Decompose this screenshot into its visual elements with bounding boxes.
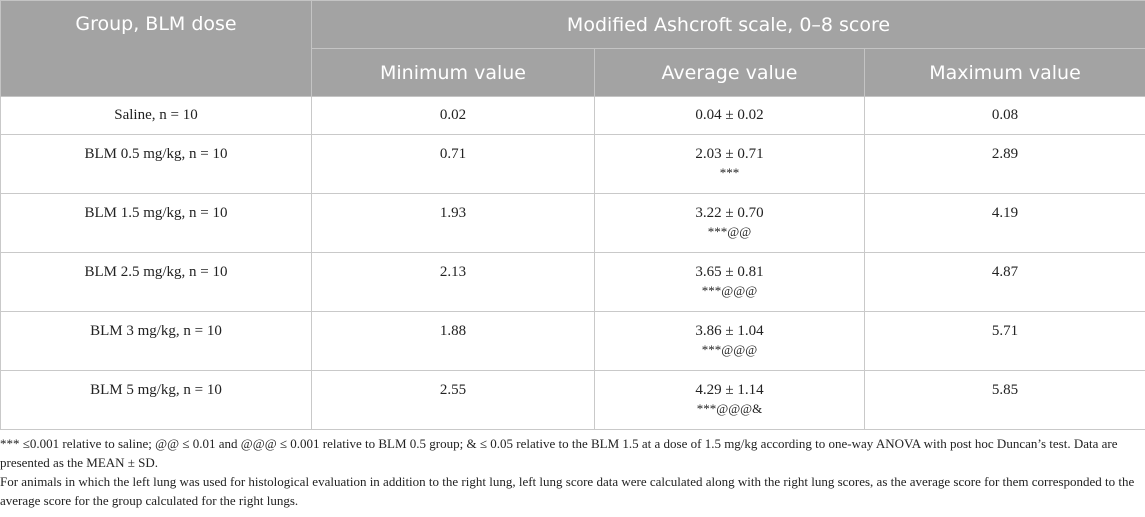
min-value: 2.13 (439, 264, 467, 280)
min-value: 0.02 (439, 107, 467, 123)
avg-cell: 3.22 ± 0.70 ***@@ (594, 193, 865, 253)
avg-cell: 4.29 ± 1.14 ***@@@& (594, 370, 865, 430)
avg-cell: 3.86 ± 1.04 ***@@@ (594, 311, 865, 371)
max-value: 0.08 (991, 107, 1019, 123)
header-group-dose: Group, BLM dose (0, 0, 312, 97)
avg-cell: 3.65 ± 0.81 ***@@@ (594, 252, 865, 312)
min-cell: 0.02 (311, 96, 595, 135)
group-label: BLM 2.5 mg/kg, n = 10 (84, 264, 228, 280)
max-value: 4.87 (991, 264, 1019, 280)
max-cell: 5.85 (863, 370, 1145, 430)
header-minimum-value: Minimum value (311, 48, 595, 97)
max-value: 5.71 (991, 323, 1019, 339)
significance-marker: ***@@@ (701, 283, 758, 298)
header-maximum-value: Maximum value (863, 48, 1145, 97)
min-value: 1.93 (439, 205, 467, 221)
avg-value: 3.86 ± 1.04 (695, 323, 764, 339)
min-cell: 1.88 (311, 311, 595, 371)
significance-marker: *** (719, 165, 740, 180)
avg-cell: 0.04 ± 0.02 (594, 96, 865, 135)
min-cell: 1.93 (311, 193, 595, 253)
avg-value: 3.65 ± 0.81 (695, 264, 764, 280)
min-value: 1.88 (439, 323, 467, 339)
min-value: 2.55 (439, 382, 467, 398)
max-cell: 4.19 (863, 193, 1145, 253)
group-label: BLM 3 mg/kg, n = 10 (90, 323, 222, 339)
footnote-statistics: *** ≤0.001 relative to saline; @@ ≤ 0.01… (0, 436, 1118, 470)
group-label: Saline, n = 10 (114, 107, 198, 123)
max-cell: 5.71 (863, 311, 1145, 371)
avg-value: 2.03 ± 0.71 (695, 146, 764, 162)
group-cell: BLM 3 mg/kg, n = 10 (0, 311, 312, 371)
avg-value: 0.04 ± 0.02 (695, 107, 764, 123)
max-value: 4.19 (991, 205, 1019, 221)
table-row: BLM 1.5 mg/kg, n = 10 1.93 3.22 ± 0.70 **… (0, 193, 1145, 253)
footnote-left-lung: For animals in which the left lung was u… (0, 474, 1135, 508)
group-cell: BLM 2.5 mg/kg, n = 10 (0, 252, 312, 312)
header-average-value: Average value (594, 48, 865, 97)
ashcroft-score-table: Group, BLM dose Modified Ashcroft scale,… (0, 0, 1145, 430)
group-label: BLM 1.5 mg/kg, n = 10 (84, 205, 228, 221)
min-cell: 2.13 (311, 252, 595, 312)
group-cell: BLM 5 mg/kg, n = 10 (0, 370, 312, 430)
avg-cell: 2.03 ± 0.71 *** (594, 134, 865, 194)
max-cell: 2.89 (863, 134, 1145, 194)
significance-marker: ***@@@& (696, 401, 763, 416)
group-cell: BLM 0.5 mg/kg, n = 10 (0, 134, 312, 194)
avg-value: 3.22 ± 0.70 (695, 205, 764, 221)
table-footnotes: *** ≤0.001 relative to saline; @@ ≤ 0.01… (0, 434, 1140, 510)
table-row: BLM 5 mg/kg, n = 10 2.55 4.29 ± 1.14 ***@… (0, 370, 1145, 430)
min-cell: 2.55 (311, 370, 595, 430)
min-value: 0.71 (439, 146, 467, 162)
max-cell: 0.08 (863, 96, 1145, 135)
max-value: 5.85 (991, 382, 1019, 398)
table-row: BLM 0.5 mg/kg, n = 10 0.71 2.03 ± 0.71 **… (0, 134, 1145, 194)
significance-marker: ***@@ (707, 224, 752, 239)
group-cell: Saline, n = 10 (0, 96, 312, 135)
table-row: BLM 3 mg/kg, n = 10 1.88 3.86 ± 1.04 ***@… (0, 311, 1145, 371)
group-label: BLM 5 mg/kg, n = 10 (90, 382, 222, 398)
significance-marker: ***@@@ (701, 342, 758, 357)
table-row: Saline, n = 10 0.02 0.04 ± 0.02 0.08 (0, 96, 1145, 135)
group-label: BLM 0.5 mg/kg, n = 10 (84, 146, 228, 162)
avg-value: 4.29 ± 1.14 (695, 382, 764, 398)
min-cell: 0.71 (311, 134, 595, 194)
group-cell: BLM 1.5 mg/kg, n = 10 (0, 193, 312, 253)
max-cell: 4.87 (863, 252, 1145, 312)
table-row: BLM 2.5 mg/kg, n = 10 2.13 3.65 ± 0.81 **… (0, 252, 1145, 312)
header-ashcroft-scale: Modified Ashcroft scale, 0–8 score (310, 0, 1145, 49)
max-value: 2.89 (991, 146, 1019, 162)
